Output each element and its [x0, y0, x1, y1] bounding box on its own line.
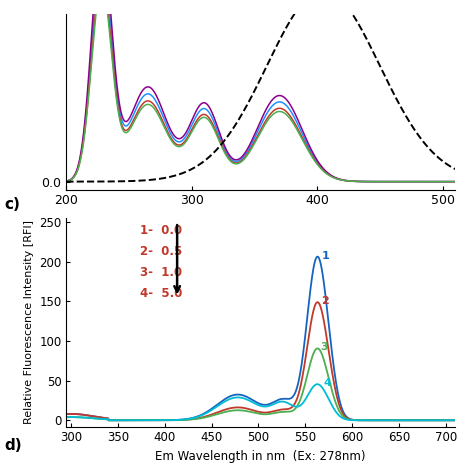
Text: 2: 2 [321, 296, 329, 306]
Text: d): d) [5, 438, 22, 454]
Y-axis label: Relative Fluorescence Intensity [RFI]: Relative Fluorescence Intensity [RFI] [24, 220, 34, 424]
Text: 3-  1.0: 3- 1.0 [140, 266, 182, 279]
Text: 4-  5.0: 4- 5.0 [140, 287, 182, 300]
Text: 4: 4 [324, 378, 332, 388]
X-axis label: Em Wavelength in nm  (Ex: 278nm): Em Wavelength in nm (Ex: 278nm) [155, 450, 366, 463]
Text: 1-  0.0: 1- 0.0 [140, 224, 182, 237]
Text: 3: 3 [320, 342, 328, 352]
Text: c): c) [5, 197, 20, 212]
Text: 2-  0.5: 2- 0.5 [140, 245, 182, 258]
Text: 1: 1 [322, 251, 330, 261]
